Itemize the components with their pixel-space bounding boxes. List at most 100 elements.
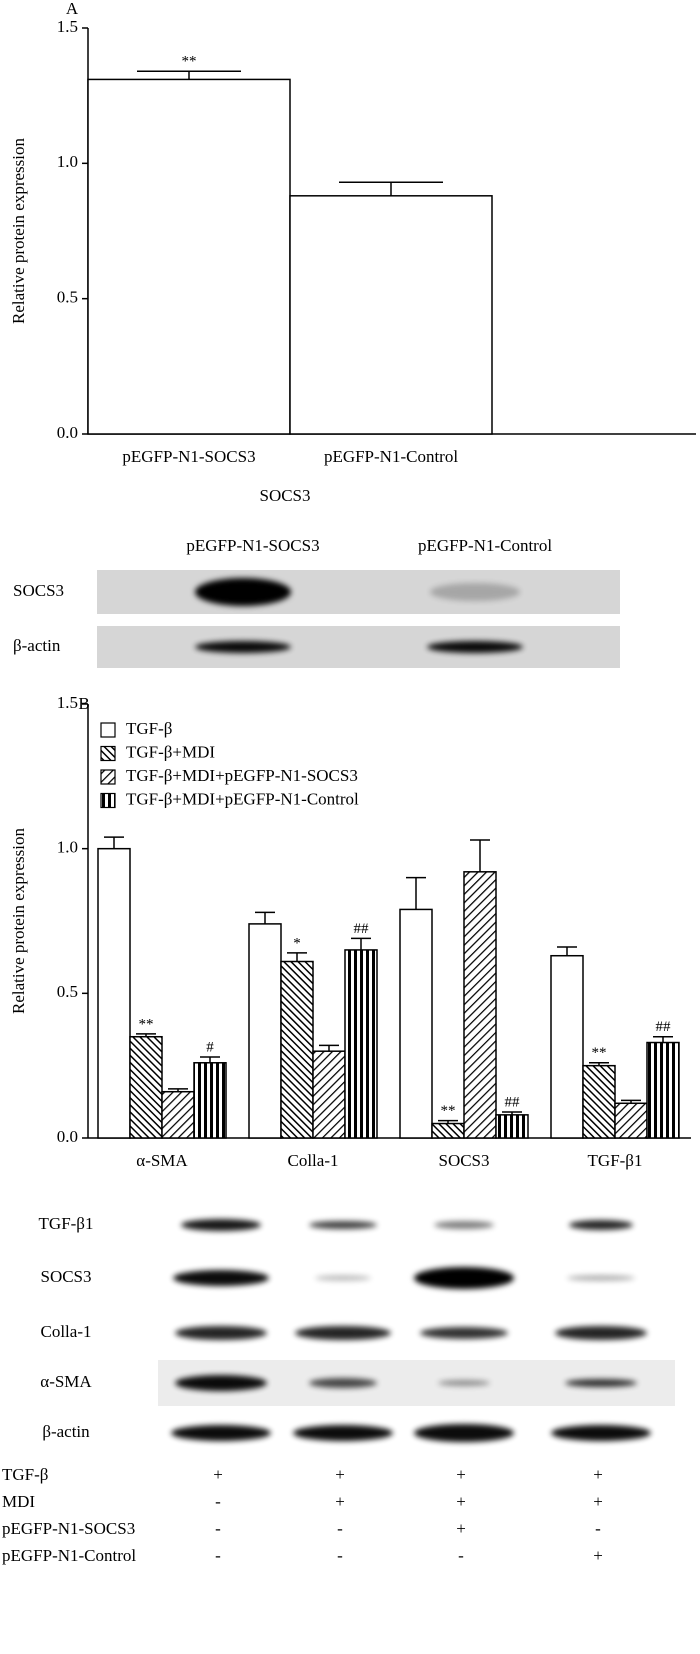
- panel-label: A: [66, 0, 79, 18]
- blot-row-label: β-actin: [13, 636, 61, 655]
- bar: [582, 1064, 616, 1139]
- treatment-sign: +: [593, 1546, 603, 1565]
- blot-band: [195, 641, 291, 653]
- x-tick-label: pEGFP-N1-SOCS3: [122, 447, 255, 466]
- treatment-label: TGF-β: [2, 1465, 48, 1484]
- bar: [344, 949, 378, 1139]
- blot-row-label: β-actin: [42, 1422, 90, 1441]
- blot-background: [97, 626, 620, 668]
- treatment-sign: -: [595, 1519, 601, 1538]
- bar: [280, 960, 314, 1139]
- bar: [646, 1041, 680, 1139]
- x-tick-label: pEGFP-N1-Control: [324, 447, 458, 466]
- y-tick-label: 1.0: [57, 152, 78, 171]
- bar: [87, 78, 291, 435]
- blot-band: [565, 1379, 637, 1387]
- bar: [248, 923, 282, 1139]
- bar: [399, 908, 433, 1139]
- x-tick-label: Colla-1: [288, 1151, 339, 1170]
- blot-band: [551, 1425, 651, 1441]
- treatment-sign: +: [456, 1465, 466, 1484]
- y-axis-label: Relative protein expression: [9, 138, 28, 325]
- blot-band: [569, 1220, 633, 1230]
- blot-band: [434, 1221, 494, 1229]
- legend-label: TGF-β+MDI: [126, 742, 215, 761]
- y-tick-label: 0.5: [57, 288, 78, 307]
- treatment-sign: +: [335, 1492, 345, 1511]
- significance-label: **: [592, 1045, 607, 1061]
- blot-row-label: SOCS3: [40, 1267, 91, 1286]
- blot-band: [171, 1425, 271, 1441]
- y-axis-label: Relative protein expression: [9, 828, 28, 1015]
- bar: [97, 847, 131, 1139]
- y-tick-label: 0.0: [57, 1127, 78, 1146]
- blot-band: [173, 1270, 269, 1286]
- significance-label: #: [206, 1039, 214, 1055]
- legend-label: TGF-β: [126, 719, 172, 738]
- treatment-sign: -: [215, 1519, 221, 1538]
- legend-swatch: [100, 722, 116, 738]
- blot-band: [309, 1221, 377, 1229]
- treatment-sign: +: [456, 1492, 466, 1511]
- y-tick-label: 0.5: [57, 982, 78, 1001]
- blot-background: [97, 570, 620, 614]
- blot-band: [195, 578, 291, 606]
- significance-label: **: [182, 54, 197, 70]
- y-tick-label: 0.0: [57, 423, 78, 442]
- blot-band: [430, 583, 520, 601]
- treatment-sign: +: [335, 1465, 345, 1484]
- bar: [289, 195, 493, 435]
- significance-label: **: [441, 1103, 456, 1119]
- significance-label: ##: [354, 921, 370, 937]
- legend-label: TGF-β+MDI+pEGFP-N1-Control: [126, 789, 359, 808]
- blot-band: [175, 1375, 267, 1391]
- blot-band: [567, 1275, 635, 1281]
- treatment-sign: -: [337, 1519, 343, 1538]
- treatment-sign: +: [213, 1465, 223, 1484]
- blot-band: [309, 1378, 377, 1388]
- legend-swatch: [100, 769, 116, 785]
- x-tick-label: SOCS3: [438, 1151, 489, 1170]
- blot-band: [315, 1275, 371, 1281]
- treatment-sign: -: [215, 1546, 221, 1565]
- treatment-sign: +: [456, 1519, 466, 1538]
- treatment-label: pEGFP-N1-Control: [2, 1546, 136, 1565]
- treatment-sign: -: [337, 1546, 343, 1565]
- bar: [463, 871, 497, 1139]
- blot-row-label: α-SMA: [40, 1372, 92, 1391]
- blot-row-label: TGF-β1: [39, 1214, 94, 1233]
- bar: [550, 954, 584, 1139]
- y-tick-label: 1.5: [57, 17, 78, 36]
- bar: [193, 1062, 227, 1139]
- treatment-sign: +: [593, 1492, 603, 1511]
- significance-label: *: [293, 935, 301, 951]
- y-tick-label: 1.5: [57, 693, 78, 712]
- bar: [495, 1114, 529, 1139]
- blot-band: [295, 1326, 391, 1340]
- significance-label: ##: [656, 1019, 672, 1035]
- blot-column-label: pEGFP-N1-Control: [418, 536, 552, 555]
- bar: [161, 1090, 195, 1139]
- panel-label: B: [78, 694, 89, 713]
- blot-column-label: pEGFP-N1-SOCS3: [186, 536, 319, 555]
- blot-band: [181, 1219, 261, 1231]
- legend-swatch: [100, 792, 116, 809]
- treatment-label: pEGFP-N1-SOCS3: [2, 1519, 135, 1538]
- treatment-sign: +: [593, 1465, 603, 1484]
- significance-label: ##: [505, 1094, 521, 1110]
- blot-band: [427, 641, 523, 653]
- legend-label: TGF-β+MDI+pEGFP-N1-SOCS3: [126, 766, 358, 785]
- blot-row-label: Colla-1: [41, 1322, 92, 1341]
- blot-band: [420, 1327, 508, 1339]
- treatment-label: MDI: [2, 1492, 35, 1511]
- x-tick-label: TGF-β1: [588, 1151, 643, 1170]
- x-axis-label: SOCS3: [259, 486, 310, 505]
- blot-band: [438, 1380, 490, 1386]
- blot-band: [555, 1326, 647, 1340]
- significance-label: **: [139, 1016, 154, 1032]
- legend-swatch: [100, 745, 116, 762]
- bar: [129, 1035, 163, 1139]
- bar: [431, 1122, 465, 1139]
- blot-band: [414, 1424, 514, 1442]
